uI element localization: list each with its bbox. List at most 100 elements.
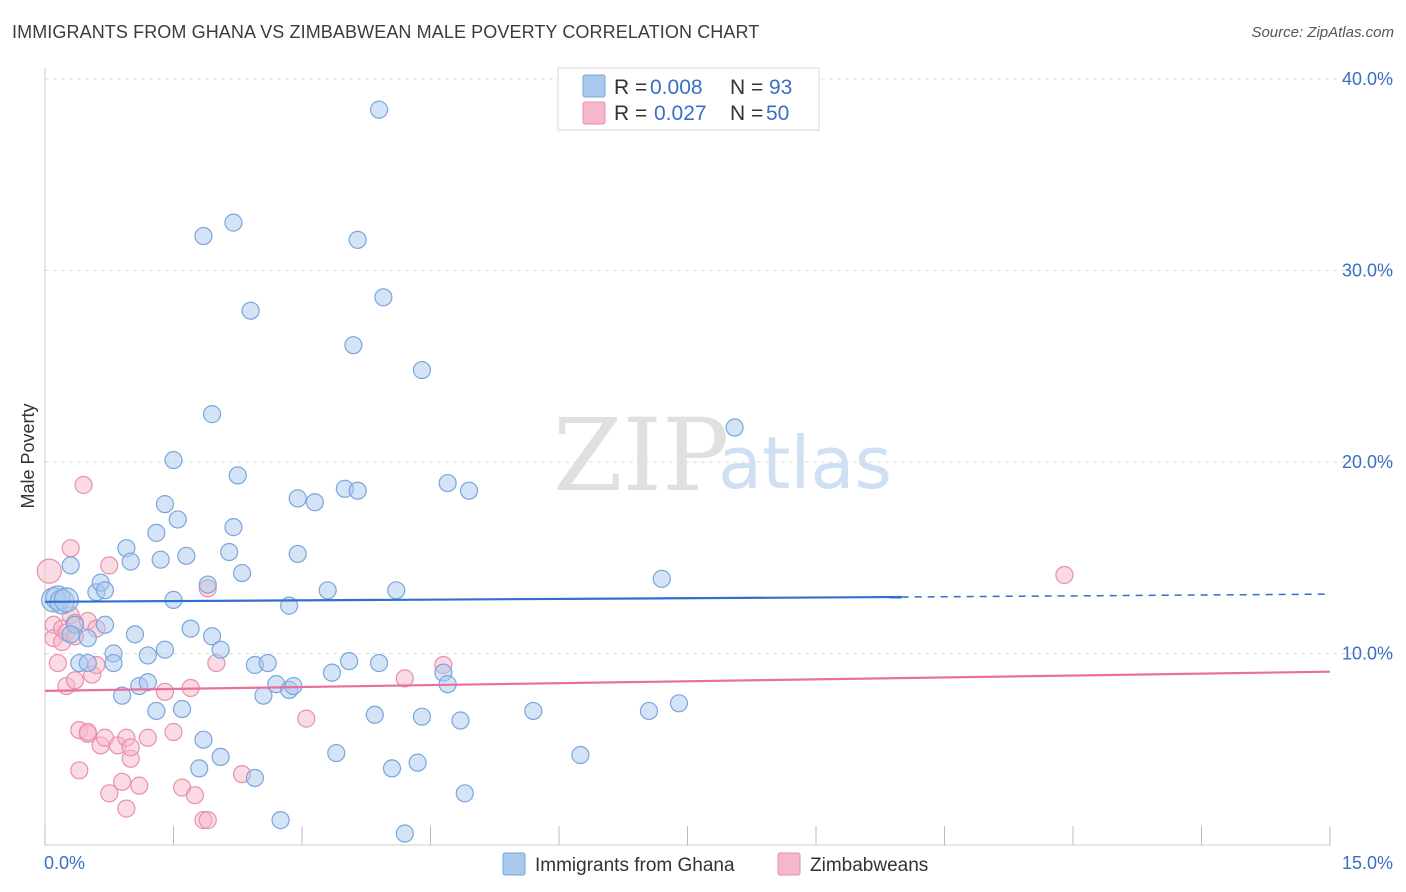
x-tick-labels: 0.0% 15.0% bbox=[44, 853, 1393, 873]
ghana-point bbox=[147, 701, 166, 721]
ghana-point bbox=[220, 542, 239, 562]
ghana-point bbox=[164, 450, 183, 470]
ghana-point bbox=[232, 563, 252, 583]
ghana-trend-line-extrapolated bbox=[901, 593, 1331, 598]
legend-r-label-pink: R = bbox=[614, 102, 647, 125]
ghana-point bbox=[408, 753, 427, 772]
zimbabweans-point bbox=[185, 786, 205, 805]
ghana-point bbox=[571, 745, 590, 765]
ghana-point bbox=[241, 301, 260, 320]
zimbabweans-point bbox=[100, 556, 119, 575]
ghana-point bbox=[164, 590, 183, 609]
ghana-point bbox=[104, 653, 123, 673]
watermark-zip: ZIP bbox=[553, 397, 729, 514]
zimbabweans-point bbox=[78, 722, 97, 742]
ghana-point bbox=[78, 629, 97, 648]
zimbabweans-point bbox=[117, 799, 136, 818]
zimbabweans-point bbox=[48, 653, 67, 673]
ghana-point bbox=[370, 100, 389, 119]
zimbabweans-point bbox=[121, 738, 140, 757]
legend-bottom-swatch-blue bbox=[502, 852, 526, 876]
ghana-point bbox=[198, 575, 217, 594]
chart-source: Source: ZipAtlas.com bbox=[1251, 24, 1394, 41]
watermark: ZIP atlas bbox=[553, 397, 892, 514]
ghana-point bbox=[155, 495, 175, 514]
ghana-point bbox=[382, 759, 402, 778]
ghana-point bbox=[138, 673, 157, 692]
ghana-point bbox=[190, 759, 209, 778]
ghana-point bbox=[271, 811, 290, 830]
ghana-point bbox=[211, 640, 230, 659]
trend-lines bbox=[44, 593, 1331, 692]
ghana-point bbox=[451, 711, 470, 730]
ghana-point bbox=[155, 640, 175, 659]
zimbabweans-point bbox=[112, 772, 132, 791]
zimbabweans-point bbox=[74, 475, 93, 495]
ghana-point bbox=[348, 481, 367, 500]
legend-top: R = 0.008 N = 93 R = 0.027 N = 50 bbox=[557, 67, 820, 131]
ghana-point bbox=[202, 405, 222, 424]
ghana-point bbox=[112, 686, 132, 705]
ghana-point bbox=[288, 544, 307, 564]
zimbabweans-point bbox=[61, 539, 80, 558]
ghana-trend-line bbox=[44, 595, 902, 603]
y-tick-label: 40.0% bbox=[1342, 69, 1393, 89]
ghana-point bbox=[395, 824, 414, 843]
zimbabweans-point bbox=[198, 811, 217, 830]
ghana-point bbox=[652, 569, 671, 588]
ghana-point bbox=[288, 489, 307, 508]
ghana-point bbox=[412, 707, 432, 726]
ghana-point bbox=[348, 230, 367, 249]
y-tick-label: 10.0% bbox=[1342, 644, 1393, 664]
legend-r-value-blue: 0.008 bbox=[650, 76, 703, 99]
ghana-point bbox=[61, 625, 80, 644]
ghana-point bbox=[138, 646, 157, 665]
legend-n-value-pink: 50 bbox=[766, 102, 789, 125]
ghana-point bbox=[365, 705, 384, 724]
ghana-point bbox=[224, 213, 243, 232]
legend-r-value-pink: 0.027 bbox=[654, 102, 707, 125]
legend-n-value-blue: 93 bbox=[769, 76, 792, 99]
ghana-point bbox=[53, 587, 80, 613]
zimbabweans-point bbox=[1055, 565, 1074, 585]
ghana-point bbox=[95, 615, 115, 634]
zimbabweans-points bbox=[36, 475, 1074, 830]
x-tick-label-min: 0.0% bbox=[44, 853, 85, 873]
legend-n-label-pink: N = bbox=[730, 102, 763, 125]
ghana-point bbox=[181, 619, 200, 638]
y-tick-label: 30.0% bbox=[1342, 261, 1393, 281]
legend-bottom-swatch-pink bbox=[777, 852, 801, 876]
zimbabweans-trend-line bbox=[44, 670, 1331, 692]
legend-swatch-blue bbox=[582, 74, 606, 98]
ghana-point bbox=[639, 701, 659, 721]
y-tick-label: 20.0% bbox=[1342, 452, 1393, 472]
zimbabweans-point bbox=[65, 671, 85, 690]
ghana-point bbox=[194, 226, 213, 246]
ghana-point bbox=[177, 546, 196, 565]
ghana-point bbox=[327, 743, 346, 763]
zimbabweans-point bbox=[297, 709, 316, 728]
chart-title: IMMIGRANTS FROM GHANA VS ZIMBABWEAN MALE… bbox=[12, 22, 760, 42]
ghana-point bbox=[211, 747, 230, 767]
ghana-point bbox=[121, 552, 140, 571]
zimbabweans-point bbox=[70, 761, 89, 780]
ghana-point bbox=[322, 663, 342, 682]
ghana-point bbox=[340, 652, 359, 671]
legend-bottom-label-zimbabweans: Zimbabweans bbox=[810, 855, 928, 876]
ghana-point bbox=[125, 625, 145, 644]
ghana-point bbox=[258, 653, 277, 673]
ghana-point bbox=[245, 768, 264, 788]
ghana-point bbox=[61, 556, 80, 575]
ghana-point bbox=[459, 481, 479, 500]
zimbabweans-point bbox=[100, 784, 119, 803]
axes bbox=[44, 68, 1331, 846]
y-axis-title: Male Poverty bbox=[18, 403, 38, 508]
ghana-point bbox=[151, 550, 170, 569]
ghana-point bbox=[725, 418, 744, 437]
zimbabweans-point bbox=[395, 669, 414, 688]
zimbabweans-point bbox=[138, 728, 157, 747]
ghana-point bbox=[194, 730, 213, 749]
ghana-point bbox=[524, 701, 543, 721]
ghana-point bbox=[224, 518, 243, 537]
